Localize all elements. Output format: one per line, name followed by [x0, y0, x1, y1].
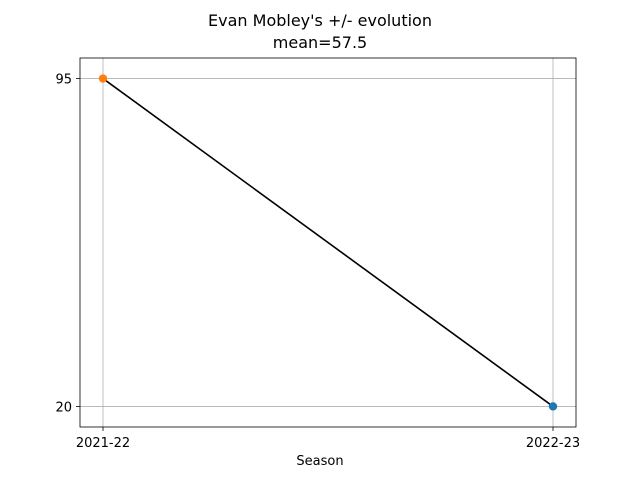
plot-frame: [79, 57, 577, 428]
x-tick-label: 2022-23: [526, 436, 580, 451]
y-tick-label: 95: [55, 73, 72, 88]
series-line: [102, 77, 554, 408]
data-point: [98, 74, 108, 83]
x-axis-label: Season: [296, 454, 344, 469]
chart-title: Evan Mobley's +/- evolution: [208, 11, 432, 30]
chart-subtitle: mean=57.5: [272, 33, 368, 52]
y-tick-label: 20: [55, 400, 72, 415]
data-point: [548, 402, 558, 411]
x-tick-label: 2021-22: [76, 436, 130, 451]
